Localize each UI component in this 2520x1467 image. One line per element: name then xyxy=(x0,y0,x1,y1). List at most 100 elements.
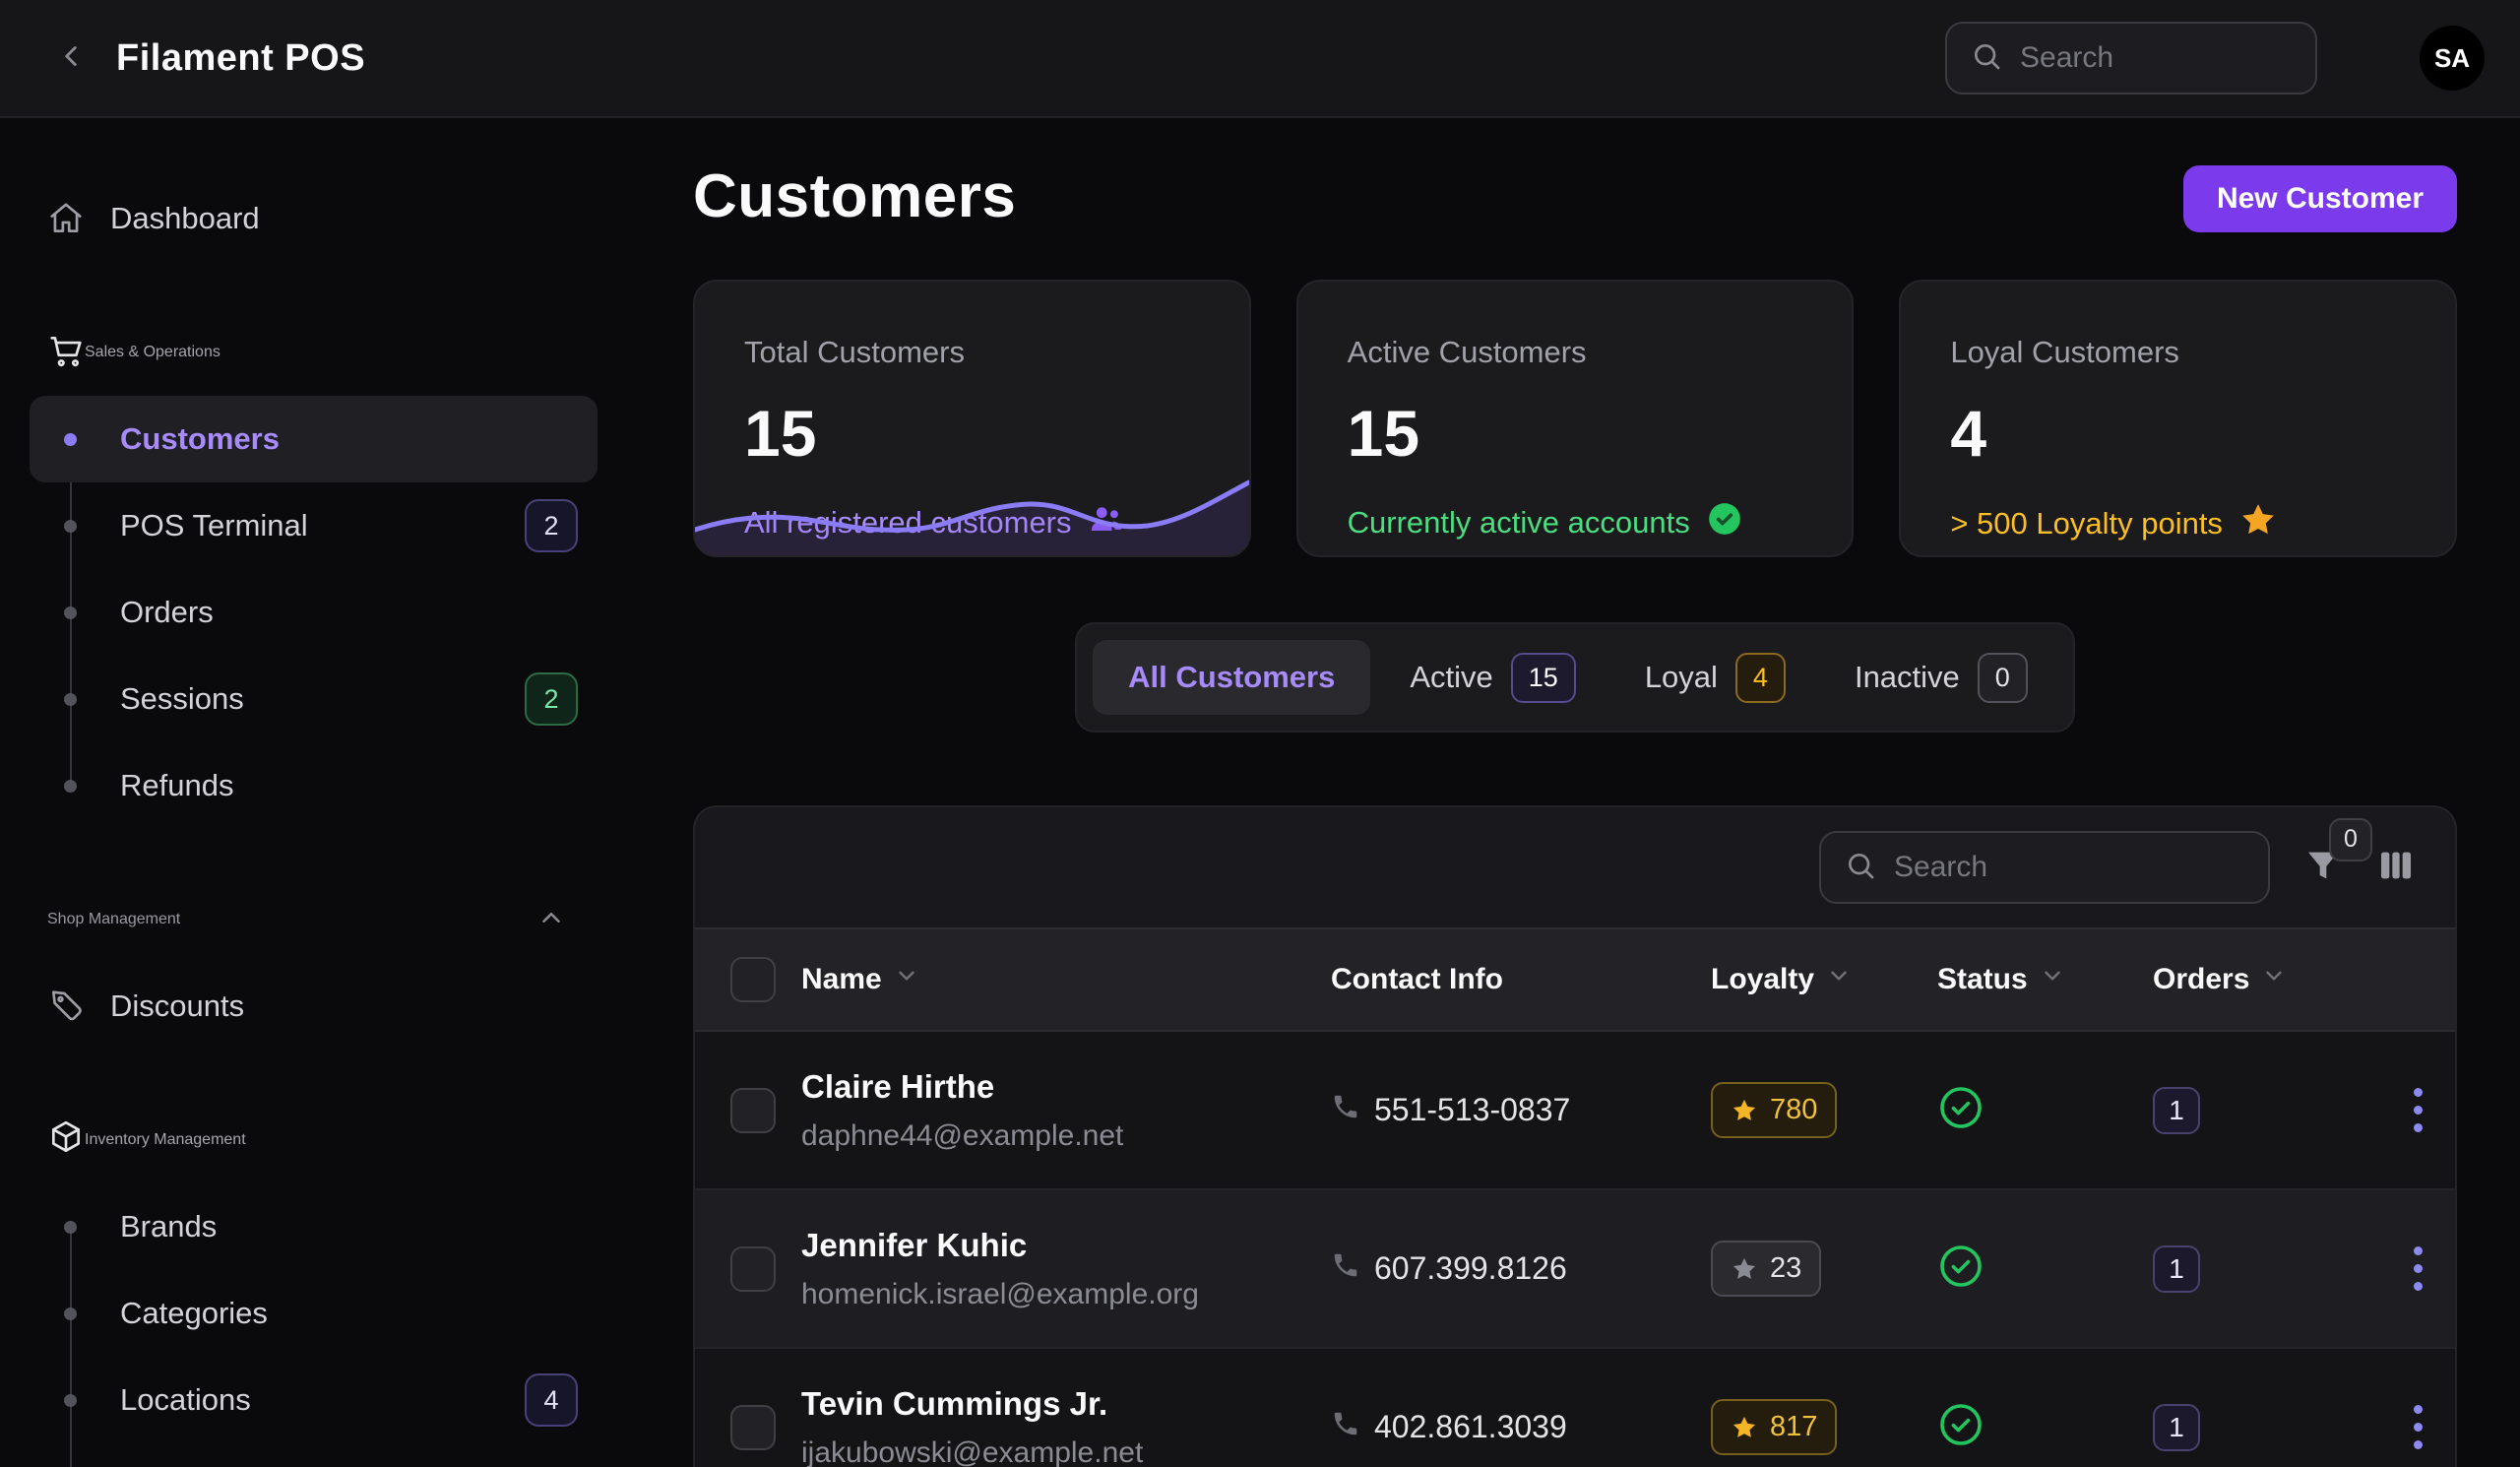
global-search[interactable] xyxy=(1945,22,2317,95)
sidebar-badge: 4 xyxy=(525,1373,578,1427)
stat-label: Active Customers xyxy=(1347,335,1587,369)
stat-subtitle: > 500 Loyalty points xyxy=(1950,506,2223,541)
sidebar-group-label: Shop Management xyxy=(47,911,181,927)
row-actions-menu[interactable] xyxy=(2404,1078,2432,1142)
status-active-icon xyxy=(1940,1087,1982,1128)
bullet-icon xyxy=(64,519,77,533)
sidebar-item-label: Sessions xyxy=(120,681,244,716)
avatar[interactable]: SA xyxy=(2420,26,2485,91)
loyalty-badge: 23 xyxy=(1711,1241,1822,1297)
phone-icon xyxy=(1331,1092,1360,1129)
sidebar-item-refunds[interactable]: Refunds xyxy=(30,742,598,829)
sidebar-item-locations[interactable]: Locations 4 xyxy=(30,1357,598,1443)
row-checkbox[interactable] xyxy=(730,1087,776,1133)
star-icon xyxy=(1732,1257,1756,1279)
stat-card-active-customers: Active Customers 15 Currently active acc… xyxy=(1295,280,1855,557)
table-row[interactable]: Claire Hirthe daphne44@example.net 551-5… xyxy=(695,1032,2455,1190)
star-icon xyxy=(1732,1416,1756,1437)
sidebar-item-label: Dashboard xyxy=(110,201,260,235)
row-checkbox[interactable] xyxy=(730,1245,776,1292)
customer-name: Tevin Cummings Jr. xyxy=(801,1384,1108,1422)
sidebar-item-dashboard[interactable]: Dashboard xyxy=(30,175,598,262)
sidebar-item-sessions[interactable]: Sessions 2 xyxy=(30,656,598,742)
tab-inactive[interactable]: Inactive 0 xyxy=(1825,640,2057,715)
sidebar-item-categories[interactable]: Categories xyxy=(30,1270,598,1357)
sidebar-item-label: Orders xyxy=(120,595,214,629)
stat-value: 15 xyxy=(744,397,817,470)
sidebar-item-discounts[interactable]: Discounts xyxy=(30,963,598,1050)
table-header-row: Name Contact Info Loyalty Status xyxy=(695,927,2455,1032)
sidebar-item-label: Refunds xyxy=(120,768,234,802)
stat-card-total-customers: Total Customers 15 All registered custom… xyxy=(693,280,1251,557)
global-search-input[interactable] xyxy=(2020,41,2292,75)
row-actions-menu[interactable] xyxy=(2404,1395,2432,1459)
tab-label: Active xyxy=(1410,660,1493,694)
tab-loyal[interactable]: Loyal 4 xyxy=(1615,640,1815,715)
tab-active[interactable]: Active 15 xyxy=(1380,640,1605,715)
sidebar-item-label: POS Terminal xyxy=(120,508,308,542)
table-search-input[interactable] xyxy=(1894,851,2244,884)
stat-cards: Total Customers 15 All registered custom… xyxy=(693,280,2457,557)
table-row[interactable]: Tevin Cummings Jr. ijakubowski@example.n… xyxy=(695,1349,2455,1467)
bullet-icon xyxy=(64,432,77,446)
table-search[interactable] xyxy=(1819,831,2270,904)
sidebar-item-pos-terminal[interactable]: POS Terminal 2 xyxy=(30,482,598,569)
back-button[interactable] xyxy=(43,31,98,86)
new-customer-button[interactable]: New Customer xyxy=(2182,165,2457,232)
loyalty-points: 23 xyxy=(1770,1252,1802,1284)
bullet-icon xyxy=(64,606,77,619)
columns-icon xyxy=(2376,846,2416,890)
sidebar-item-label: Categories xyxy=(120,1296,268,1330)
sidebar-group-shop-management[interactable]: Shop Management xyxy=(30,876,598,963)
tab-all-customers[interactable]: All Customers xyxy=(1093,640,1371,715)
table-toolbar: 0 xyxy=(695,807,2455,927)
chevron-down-icon xyxy=(2261,963,2287,996)
filter-button[interactable]: 0 xyxy=(2303,817,2372,890)
column-header-status[interactable]: Status xyxy=(1937,963,2153,996)
table-row[interactable]: Jennifer Kuhic homenick.israel@example.o… xyxy=(695,1190,2455,1349)
loyalty-points: 817 xyxy=(1770,1411,1818,1442)
stat-value: 4 xyxy=(1950,397,1987,470)
chevron-up-icon xyxy=(536,903,566,937)
cube-icon xyxy=(47,1119,85,1162)
bullet-icon xyxy=(64,1307,77,1320)
column-label: Status xyxy=(1937,963,2028,995)
row-checkbox[interactable] xyxy=(730,1404,776,1450)
home-icon xyxy=(47,200,110,237)
column-label: Contact Info xyxy=(1331,963,1503,995)
column-label: Loyalty xyxy=(1711,963,1815,995)
bullet-icon xyxy=(64,779,77,793)
column-header-name[interactable]: Name xyxy=(801,963,1331,996)
sidebar-item-orders[interactable]: Orders xyxy=(30,569,598,656)
sidebar-badge: 2 xyxy=(525,672,578,726)
sidebar-group-label: Sales & Operations xyxy=(85,344,220,360)
sidebar-item-label: Customers xyxy=(120,421,280,456)
tag-icon xyxy=(47,988,110,1025)
search-icon xyxy=(1845,850,1876,886)
orders-count-badge: 1 xyxy=(2153,1244,2200,1293)
select-all-checkbox[interactable] xyxy=(730,957,776,1002)
sidebar-item-brands[interactable]: Brands xyxy=(30,1183,598,1270)
sidebar-group-inventory-management[interactable]: Inventory Management xyxy=(30,1097,598,1183)
stat-label: Loyal Customers xyxy=(1950,335,2179,369)
phone-icon xyxy=(1331,1250,1360,1288)
sidebar-item-label: Locations xyxy=(120,1382,251,1417)
chevron-down-icon xyxy=(894,963,919,996)
column-header-orders[interactable]: Orders xyxy=(2153,963,2392,996)
sidebar-group-sales-operations[interactable]: Sales & Operations xyxy=(30,309,598,396)
tab-badge: 15 xyxy=(1510,652,1576,703)
loyalty-points: 780 xyxy=(1770,1094,1818,1125)
column-toggle-button[interactable] xyxy=(2376,846,2416,890)
column-label: Name xyxy=(801,963,882,995)
inventory-subnav: Brands Categories Locations 4 xyxy=(30,1183,679,1467)
funnel-icon xyxy=(2303,846,2343,890)
sidebar-item-customers[interactable]: Customers xyxy=(30,396,598,482)
customer-email: homenick.israel@example.org xyxy=(801,1277,1199,1310)
filter-count-badge: 0 xyxy=(2329,817,2372,861)
row-actions-menu[interactable] xyxy=(2404,1237,2432,1301)
customer-email: ijakubowski@example.net xyxy=(801,1435,1144,1467)
tab-label: Loyal xyxy=(1644,660,1718,694)
customer-phone: 607.399.8126 xyxy=(1374,1250,1567,1286)
customers-table: 0 Name xyxy=(693,805,2457,1467)
column-header-loyalty[interactable]: Loyalty xyxy=(1711,963,1937,996)
